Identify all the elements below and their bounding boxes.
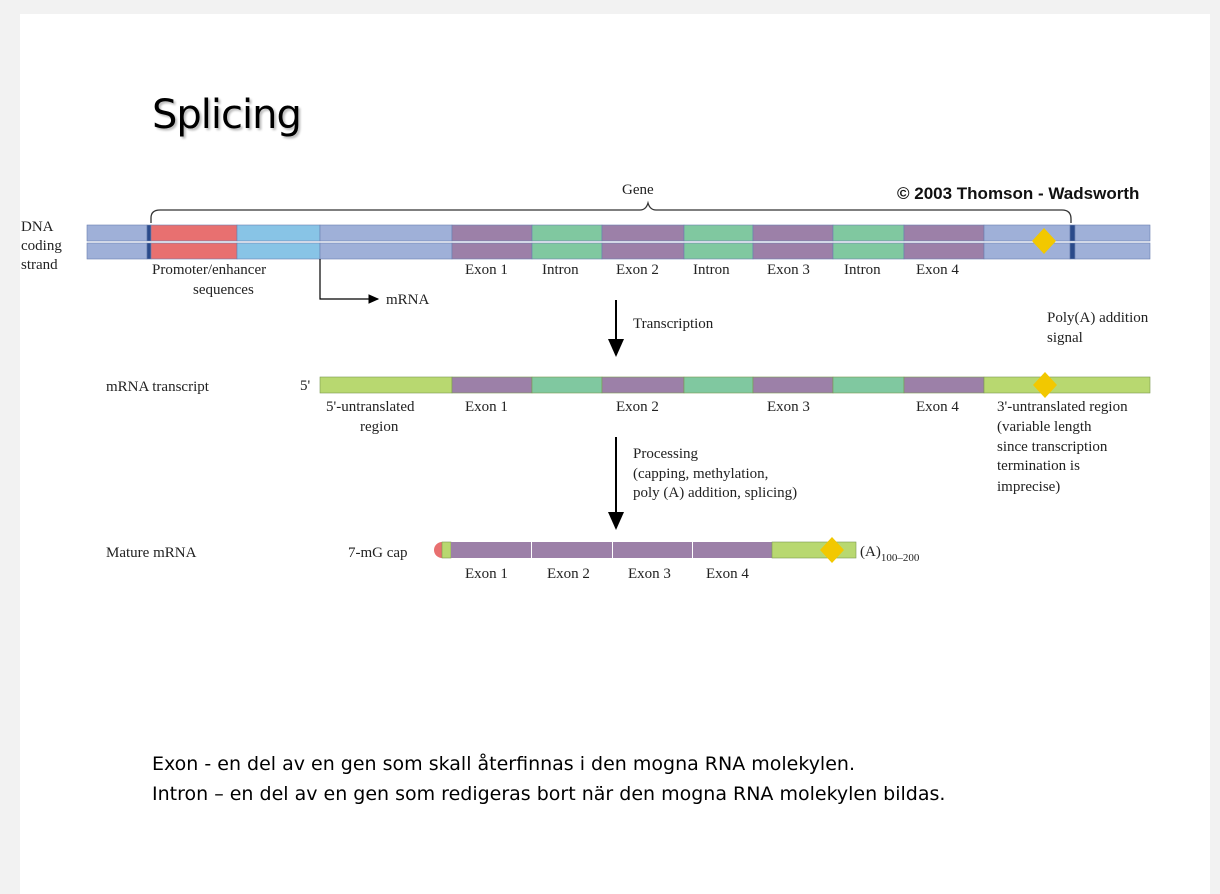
transcript-utr5-segment — [319, 376, 453, 394]
mature-exon-label: Exon 3 — [628, 566, 671, 582]
dna-intron-segment — [531, 242, 603, 260]
dna-exon-segment — [752, 242, 834, 260]
dna-seg-label: Intron — [693, 262, 730, 278]
transcript-exon-segment — [601, 376, 685, 394]
mature-exon-label: Exon 4 — [706, 566, 749, 582]
transcription-label: Transcription — [633, 316, 714, 332]
dna-intron-segment — [832, 224, 905, 242]
dna-intron-segment — [531, 224, 603, 242]
cap-semicircle — [434, 542, 442, 558]
dna-seg-label: Exon 2 — [616, 262, 659, 278]
dna-flank-segment — [1074, 224, 1151, 242]
dna-utr3-segment — [983, 242, 1071, 260]
utr3-label: 3'-untranslated region — [997, 399, 1128, 415]
mrna-arrow-label: mRNA — [386, 292, 430, 308]
dna-utr3-segment — [983, 224, 1071, 242]
dna-seg-label: Exon 1 — [465, 262, 508, 278]
mature-exon-segment — [693, 542, 772, 558]
transcript-exon-label: Exon 3 — [767, 399, 810, 415]
cap-label: 7-mG cap — [348, 545, 408, 561]
dna-enhancer-segment — [236, 224, 321, 242]
mature-utr5-segment — [441, 541, 452, 559]
polya-signal-diamond — [820, 537, 844, 563]
dna-utr5-segment — [319, 242, 453, 260]
dna-intron-segment — [832, 242, 905, 260]
processing-label: (capping, methylation, — [633, 466, 768, 482]
dna-intron-segment — [683, 242, 754, 260]
dna-seg-label: Intron — [542, 262, 579, 278]
dna-exon-segment — [903, 242, 985, 260]
gene-label: Gene — [622, 182, 654, 198]
dna-boundary-segment — [146, 224, 152, 242]
dna-exon-segment — [601, 224, 685, 242]
mrna-transcript-bar — [319, 372, 1151, 398]
utr3-label: imprecise) — [997, 479, 1060, 495]
polya-tail-label: (A)100–200 — [860, 544, 920, 564]
dna-strands — [86, 224, 1151, 260]
mature-exon-segment — [613, 542, 692, 558]
dna-boundary-segment — [1069, 224, 1076, 242]
dna-enhancer-segment — [236, 242, 321, 260]
transcript-intron-segment — [531, 376, 603, 394]
definitions: Exon - en del av en gen som skall återfi… — [152, 749, 945, 809]
utr3-label: (variable length — [997, 419, 1092, 435]
dna-exon-segment — [752, 224, 834, 242]
polya-signal-label-1: Poly(A) addition — [1047, 310, 1149, 326]
utr5-label-1: 5'-untranslated — [326, 399, 415, 415]
dna-intron-segment — [683, 224, 754, 242]
slide-title: Splicing — [152, 92, 302, 138]
gene-brace — [150, 200, 1072, 223]
transcript-intron-segment — [832, 376, 905, 394]
utr3-label: since transcription — [997, 439, 1108, 455]
transcript-utr3-segment — [983, 376, 1151, 394]
polya-signal-diamond — [1033, 372, 1057, 398]
dna-exon-segment — [451, 224, 533, 242]
dna-promoter-segment — [150, 224, 238, 242]
mature-exon-segment — [532, 542, 612, 558]
dna-label-1: DNA — [21, 219, 54, 235]
mature-exon-label: Exon 2 — [547, 566, 590, 582]
dna-flank-segment — [86, 242, 148, 260]
processing-label: poly (A) addition, splicing) — [633, 485, 797, 501]
transcript-exon-segment — [451, 376, 533, 394]
utr3-label: termination is — [997, 458, 1080, 474]
dna-utr5-segment — [319, 224, 453, 242]
mature-exon-label: Exon 1 — [465, 566, 508, 582]
mature-label: Mature mRNA — [106, 545, 197, 561]
utr5-label-2: region — [360, 419, 399, 435]
copyright: © 2003 Thomson - Wadsworth — [897, 184, 1139, 203]
transcript-exon-segment — [752, 376, 834, 394]
mature-mrna-bar — [434, 537, 857, 563]
polya-signal-label-2: signal — [1047, 330, 1083, 346]
dna-promoter-segment — [150, 242, 238, 260]
dna-boundary-segment — [146, 242, 152, 260]
transcript-intron-segment — [683, 376, 754, 394]
dna-flank-segment — [1074, 242, 1151, 260]
dna-flank-segment — [86, 224, 148, 242]
dna-exon-segment — [451, 242, 533, 260]
mature-exon-segment — [451, 542, 531, 558]
dna-exon-segment — [903, 224, 985, 242]
transcript-exon-label: Exon 1 — [465, 399, 508, 415]
transcript-exon-label: Exon 2 — [616, 399, 659, 415]
intron-definition: Intron – en del av en gen som redigeras … — [152, 783, 946, 805]
transcript-label: mRNA transcript — [106, 379, 210, 395]
polya-signal-diamond — [1032, 228, 1056, 254]
dna-exon-segment — [601, 242, 685, 260]
mrna-start-arrow — [319, 259, 380, 304]
dna-seg-label: Exon 4 — [916, 262, 959, 278]
five-prime-label: 5' — [300, 378, 311, 394]
dna-label-2: coding — [21, 238, 62, 254]
promoter-label-1: Promoter/enhancer — [152, 262, 266, 278]
exon-definition: Exon - en del av en gen som skall återfi… — [152, 753, 855, 775]
promoter-label-2: sequences — [193, 282, 254, 298]
transcript-exon-label: Exon 4 — [916, 399, 959, 415]
dna-seg-label: Intron — [844, 262, 881, 278]
processing-label: Processing — [633, 446, 698, 462]
dna-boundary-segment — [1069, 242, 1076, 260]
dna-label-3: strand — [21, 257, 58, 273]
transcript-exon-segment — [903, 376, 985, 394]
dna-seg-label: Exon 3 — [767, 262, 810, 278]
